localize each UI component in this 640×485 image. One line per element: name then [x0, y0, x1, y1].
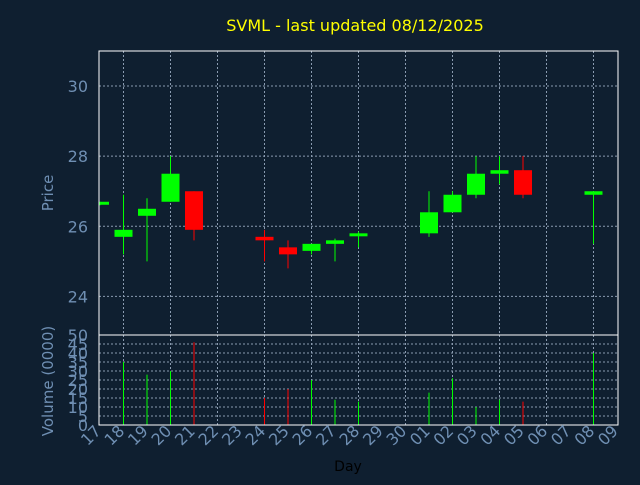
- price-y-tick-labels: 24 26 28 30: [68, 77, 88, 306]
- volume-frame: [98, 334, 619, 426]
- candle-body: [302, 243, 321, 251]
- volume-y-tick-label: 20: [68, 380, 88, 399]
- candlestick: [185, 191, 203, 241]
- candlestick: [138, 198, 156, 262]
- volume-y-tick-label: 30: [68, 362, 88, 381]
- price-y-tick-label: 28: [68, 147, 88, 166]
- candle-body: [138, 208, 156, 216]
- volume-y-tick-label: 35: [68, 353, 88, 372]
- volume-y-tick-label: 0: [78, 416, 88, 435]
- volume-y-tick-label: 25: [68, 371, 88, 390]
- candlestick: [420, 191, 438, 237]
- volume-axis-label: Volume (0000): [39, 326, 57, 436]
- x-tick-label: 09: [594, 421, 622, 449]
- candle-body: [443, 194, 462, 213]
- price-y-tick-label: 30: [68, 77, 88, 96]
- candlestick: [99, 201, 109, 206]
- volume-bars: [123, 342, 594, 425]
- candle-body: [255, 236, 274, 241]
- candle-body: [584, 191, 603, 195]
- candlestick: [514, 156, 532, 199]
- candlestick: [114, 194, 133, 255]
- candle-body: [161, 173, 180, 202]
- price-candles: [99, 156, 603, 269]
- candlestick: [279, 240, 297, 269]
- candle-body: [100, 201, 109, 205]
- candle-body: [490, 170, 509, 174]
- candle-body: [349, 233, 368, 237]
- candle-body: [185, 191, 203, 230]
- chart-title: SVML - last updated 08/12/2025: [226, 16, 484, 35]
- volume-y-tick-label: 45: [68, 335, 88, 354]
- candle-body: [467, 173, 485, 195]
- candle-body: [279, 247, 297, 255]
- candle-body: [326, 240, 344, 244]
- candlestick: [349, 231, 368, 248]
- candlestick: [161, 156, 180, 202]
- candlestick: [326, 238, 344, 262]
- volume-y-tick-label: 5: [78, 407, 88, 426]
- volume-y-tick-label: 40: [68, 344, 88, 363]
- x-axis-label: Day: [334, 459, 362, 475]
- candle-body: [420, 212, 438, 234]
- candle-body: [514, 170, 532, 195]
- volume-y-tick-label: 50: [68, 326, 88, 345]
- candlestick: [255, 229, 274, 262]
- price-panel: 24 26 28 30 Price: [39, 50, 619, 336]
- candlestick: [490, 156, 509, 185]
- price-axis-label: Price: [39, 175, 57, 212]
- candlestick: [584, 191, 603, 244]
- candlestick: [302, 243, 321, 255]
- candlestick: [443, 191, 462, 213]
- candle-body: [114, 229, 133, 237]
- price-y-tick-label: 24: [68, 287, 88, 306]
- volume-y-tick-label: 15: [68, 389, 88, 408]
- price-y-tick-label: 26: [68, 217, 88, 236]
- x-tick-labels: 1718192021222324252627282930010203040506…: [77, 421, 622, 449]
- volume-y-tick-label: 10: [68, 398, 88, 417]
- candlestick: [467, 156, 485, 199]
